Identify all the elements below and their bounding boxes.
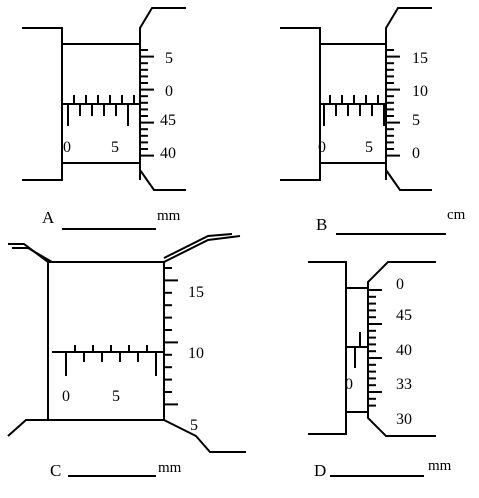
micrometer-b-frame bbox=[280, 7, 432, 191]
micrometer-c-caption: C bbox=[50, 461, 61, 480]
micrometer-d-sleeve-label-0: 0 bbox=[345, 376, 353, 393]
micrometer-b-unit: cm bbox=[447, 207, 466, 223]
micrometer-d-thimble-label-30: 30 bbox=[396, 411, 412, 428]
micrometer-b-thimble-label-0: 0 bbox=[412, 145, 420, 162]
micrometer-b-caption: B bbox=[316, 215, 327, 234]
micrometer-a-sleeve-scale bbox=[62, 103, 140, 105]
micrometer-d-thimble-label-0: 0 bbox=[396, 276, 404, 293]
micrometer-d-unit: mm bbox=[428, 458, 452, 474]
micrometer-c-thimble-label-10: 10 bbox=[188, 345, 204, 362]
micrometer-c-sleeve-label-0: 0 bbox=[62, 388, 70, 405]
micrometer-b-thimble-label-5: 5 bbox=[412, 112, 420, 129]
micrometer-b bbox=[280, 7, 432, 191]
micrometer-a-thimble-label-40: 40 bbox=[160, 145, 176, 162]
micrometer-d-thimble-label-40: 40 bbox=[396, 342, 412, 359]
micrometer-d bbox=[308, 261, 436, 437]
micrometer-a-thimble-label-45: 45 bbox=[160, 112, 176, 129]
micrometer-c-thimble-label-5: 5 bbox=[190, 417, 198, 434]
micrometer-d-sleeve-ticks bbox=[354, 332, 361, 368]
micrometer-a-unit: mm bbox=[157, 208, 181, 224]
micrometer-c-sleeve-label-5: 5 bbox=[112, 388, 120, 405]
micrometer-a-caption: A bbox=[42, 208, 55, 227]
micrometer-b-thimble-label-15: 15 bbox=[412, 50, 428, 67]
micrometer-a-sleeve-ticks bbox=[67, 95, 135, 126]
micrometer-b-sleeve-label-5: 5 bbox=[365, 139, 373, 156]
micrometer-c-sleeve-ticks bbox=[65, 345, 157, 376]
micrometer-c-thimble-label-15: 15 bbox=[188, 284, 204, 301]
micrometer-d-frame bbox=[308, 261, 436, 437]
micrometer-a bbox=[22, 7, 186, 191]
micrometer-d-thimble-label-45: 45 bbox=[396, 307, 412, 324]
micrometer-b-thimble-label-10: 10 bbox=[412, 83, 428, 100]
micrometer-d-thimble-label-33: 33 bbox=[396, 376, 412, 393]
micrometer-b-thimble-ticks bbox=[386, 49, 400, 157]
micrometer-c-unit: mm bbox=[158, 460, 182, 476]
micrometer-c-frame bbox=[7, 233, 246, 453]
micrometer-b-sleeve-label-0: 0 bbox=[318, 139, 326, 156]
micrometer-d-thimble-ticks bbox=[368, 289, 382, 407]
micrometer-c bbox=[7, 233, 246, 453]
micrometer-a-thimble-ticks bbox=[140, 49, 154, 157]
micrometer-c-thimble-ticks bbox=[164, 267, 178, 406]
micrometer-d-caption: D bbox=[314, 461, 326, 480]
micrometer-a-frame bbox=[22, 7, 186, 191]
micrometer-b-sleeve-ticks bbox=[323, 95, 385, 126]
micrometer-a-thimble-label-0: 0 bbox=[165, 83, 173, 100]
micrometer-a-sleeve-label-5: 5 bbox=[111, 139, 119, 156]
micrometer-a-sleeve-label-0: 0 bbox=[63, 139, 71, 156]
micrometer-a-thimble-label-5: 5 bbox=[165, 50, 173, 67]
